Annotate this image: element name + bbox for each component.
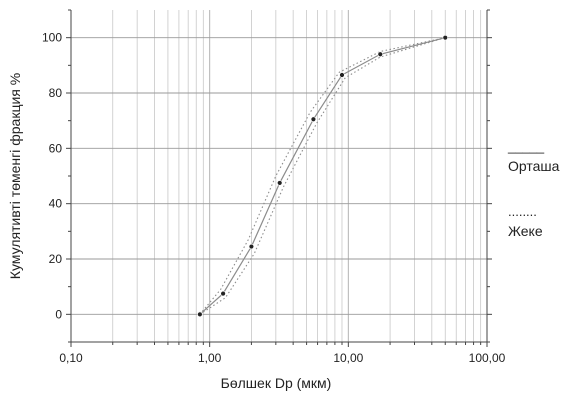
data-point xyxy=(277,180,283,186)
y-tick-labels: 0 20 40 60 80 100 xyxy=(42,31,62,322)
data-point xyxy=(442,34,448,41)
legend: _____ Орташа ........ Жеке xyxy=(507,139,560,239)
y-tick-label: 0 xyxy=(55,307,62,321)
series-layer xyxy=(197,34,448,318)
x-tick-label: 0,10 xyxy=(59,351,83,365)
axes-frame xyxy=(70,10,488,343)
minor-gridlines xyxy=(112,10,482,342)
y-axis-label: Кумулятивті төменгі фракция % xyxy=(7,73,23,279)
data-point xyxy=(248,243,255,250)
y-tick-label: 40 xyxy=(49,197,63,211)
data-point xyxy=(220,290,226,297)
x-tick-labels: 0,10 1,00 10,00 100,00 xyxy=(59,351,505,365)
y-tick-label: 80 xyxy=(49,86,63,100)
legend-label-orta: Орташа xyxy=(508,158,560,174)
legend-symbol-orta: _____ xyxy=(507,139,545,154)
series-line-orta xyxy=(199,37,446,315)
x-axis-label: Бөлшек Dp (мкм) xyxy=(221,375,332,391)
legend-symbol-zheke: ........ xyxy=(508,204,537,219)
data-point xyxy=(339,72,345,78)
y-tick-label: 60 xyxy=(49,141,63,155)
data-point xyxy=(377,51,383,57)
axis-ticks xyxy=(66,9,492,347)
x-tick-label: 1,00 xyxy=(198,351,222,365)
series-line-zheke xyxy=(199,37,446,315)
y-tick-label: 20 xyxy=(49,252,63,266)
legend-label-zheke: Жеке xyxy=(508,223,543,239)
series-line-zheke xyxy=(199,37,446,315)
data-point xyxy=(310,116,317,122)
x-tick-label: 10,00 xyxy=(333,351,363,365)
data-point xyxy=(197,311,203,318)
major-gridlines xyxy=(70,10,488,342)
x-tick-label: 100,00 xyxy=(469,351,506,365)
y-tick-label: 100 xyxy=(42,31,62,45)
